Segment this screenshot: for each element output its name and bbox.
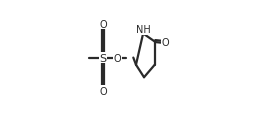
- Text: NH: NH: [136, 25, 151, 35]
- Text: O: O: [99, 86, 107, 96]
- Text: O: O: [114, 53, 121, 63]
- Text: O: O: [99, 19, 107, 29]
- Text: O: O: [162, 37, 169, 47]
- Text: S: S: [99, 53, 106, 63]
